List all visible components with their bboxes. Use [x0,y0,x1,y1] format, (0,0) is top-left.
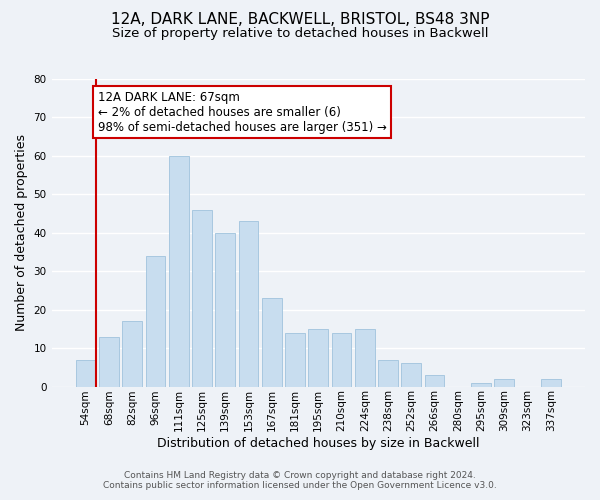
Text: 12A DARK LANE: 67sqm
← 2% of detached houses are smaller (6)
98% of semi-detache: 12A DARK LANE: 67sqm ← 2% of detached ho… [98,90,387,134]
Bar [471,382,491,386]
Bar [122,321,142,386]
Bar [262,298,281,386]
Text: Contains HM Land Registry data © Crown copyright and database right 2024.
Contai: Contains HM Land Registry data © Crown c… [103,470,497,490]
Bar [215,233,235,386]
Text: 12A, DARK LANE, BACKWELL, BRISTOL, BS48 3NP: 12A, DARK LANE, BACKWELL, BRISTOL, BS48 … [111,12,489,28]
Bar [425,375,445,386]
Bar [239,221,259,386]
Bar [494,379,514,386]
Text: Size of property relative to detached houses in Backwell: Size of property relative to detached ho… [112,28,488,40]
Bar [146,256,166,386]
X-axis label: Distribution of detached houses by size in Backwell: Distribution of detached houses by size … [157,437,479,450]
Bar [308,329,328,386]
Y-axis label: Number of detached properties: Number of detached properties [15,134,28,332]
Bar [355,329,374,386]
Bar [401,364,421,386]
Bar [378,360,398,386]
Bar [541,379,561,386]
Bar [192,210,212,386]
Bar [99,336,119,386]
Bar [76,360,95,386]
Bar [169,156,188,386]
Bar [285,332,305,386]
Bar [332,332,352,386]
